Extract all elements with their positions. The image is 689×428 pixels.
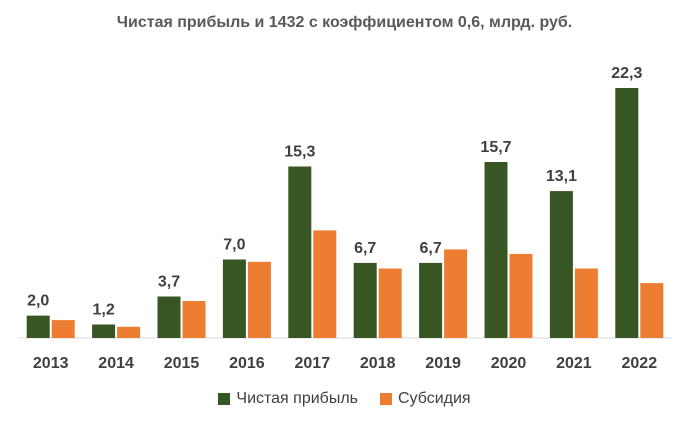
bar-subsidy-2016 xyxy=(247,261,271,338)
bar-subsidy-2018 xyxy=(378,268,402,338)
legend-swatch-profit xyxy=(218,393,231,405)
x-tick-label-2016: 2016 xyxy=(229,355,265,372)
bar-subsidy-2019 xyxy=(444,249,468,338)
x-tick-label-2014: 2014 xyxy=(98,355,134,372)
bar-profit-2016 xyxy=(222,259,246,338)
data-label-profit-2019: 6,7 xyxy=(419,240,441,257)
data-label-profit-2021: 13,1 xyxy=(546,168,577,185)
legend-swatch-subsidy xyxy=(380,393,392,405)
data-label-profit-2013: 2,0 xyxy=(27,293,49,310)
bar-profit-2014 xyxy=(92,324,116,338)
bar-profit-2013 xyxy=(26,315,50,338)
data-label-profit-2018: 6,7 xyxy=(354,240,376,257)
bar-subsidy-2020 xyxy=(509,253,533,338)
bar-profit-2020 xyxy=(484,162,508,338)
data-label-profit-2014: 1,2 xyxy=(92,302,114,319)
x-tick-label-2020: 2020 xyxy=(491,355,527,372)
legend-label-profit: Чистая прибыль xyxy=(236,390,358,407)
data-label-profit-2016: 7,0 xyxy=(223,237,245,254)
legend-label-subsidy: Субсидия xyxy=(398,390,471,407)
x-tick-label-2018: 2018 xyxy=(360,355,396,372)
bar-subsidy-2021 xyxy=(574,268,598,338)
bar-subsidy-2014 xyxy=(117,326,141,338)
bar-subsidy-2013 xyxy=(51,320,75,338)
bar-profit-2017 xyxy=(288,166,312,338)
x-tick-label-2021: 2021 xyxy=(556,355,592,372)
legend-item-profit: Чистая прибыль xyxy=(218,390,358,408)
x-tick-label-2017: 2017 xyxy=(295,355,331,372)
bar-subsidy-2015 xyxy=(182,301,206,338)
bar-profit-2018 xyxy=(353,262,377,338)
bar-profit-2022 xyxy=(615,88,639,338)
bar-profit-2021 xyxy=(549,191,573,338)
data-label-profit-2015: 3,7 xyxy=(158,274,180,291)
bar-profit-2019 xyxy=(419,262,443,338)
x-tick-label-2022: 2022 xyxy=(622,355,658,372)
chart-title: Чистая прибыль и 1432 с коэффициентом 0,… xyxy=(116,14,573,31)
bar-subsidy-2017 xyxy=(313,230,337,338)
bar-profit-2015 xyxy=(157,296,181,338)
legend-item-subsidy: Субсидия xyxy=(380,390,471,408)
x-tick-label-2019: 2019 xyxy=(425,355,461,372)
legend: Чистая прибыль Субсидия xyxy=(0,390,689,408)
data-label-profit-2022: 22,3 xyxy=(611,65,642,82)
x-tick-label-2013: 2013 xyxy=(33,355,69,372)
data-label-profit-2020: 15,7 xyxy=(480,139,511,156)
bar-subsidy-2022 xyxy=(640,283,664,338)
x-tick-label-2015: 2015 xyxy=(164,355,200,372)
data-label-profit-2017: 15,3 xyxy=(284,144,315,161)
